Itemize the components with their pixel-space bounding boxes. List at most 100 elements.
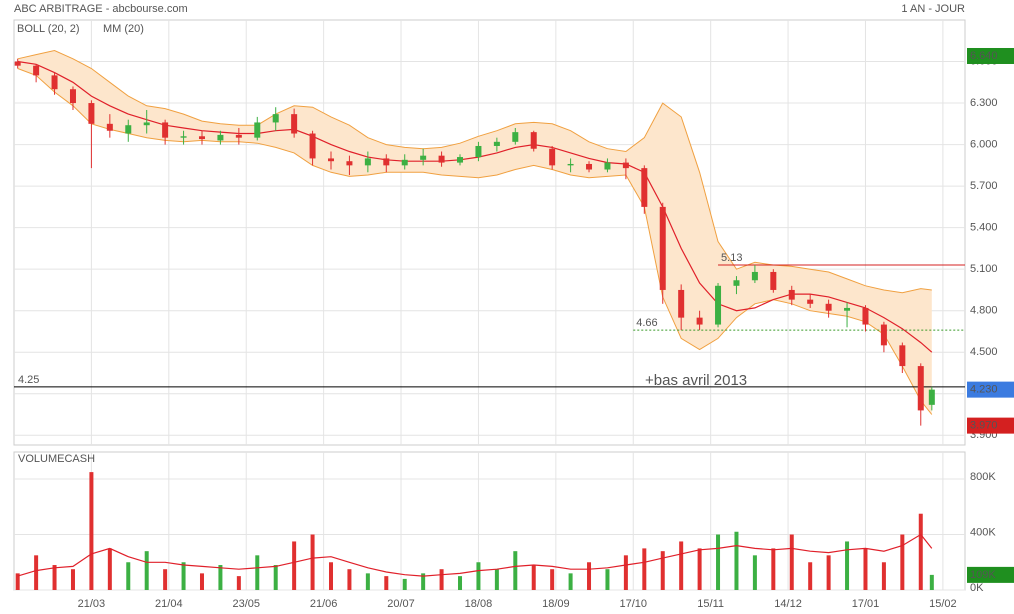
volume-bar [808,562,813,590]
volume-bar [126,562,131,590]
candle-body [420,155,427,160]
volume-bar [70,569,75,590]
volume-bar [365,573,370,590]
volume-bar [347,569,352,590]
bollinger-lower [17,68,933,415]
candle-body [328,158,334,162]
candle-body [180,136,187,138]
legend-entry: BOLL (20, 2) [17,23,80,35]
last-value-label: 109K [970,569,996,581]
y-tick-label: 4.800 [970,305,998,317]
volume-bar [34,555,39,590]
volume-bar [494,569,499,590]
volume-bar [439,569,444,590]
candle-body [899,345,906,367]
volume-bar [218,565,223,590]
candle-body [493,141,500,146]
volume-bar [660,551,665,590]
candle-body [217,134,224,141]
x-tick-label: 18/08 [465,598,493,610]
candle-body [291,114,298,134]
horizontal-line-label: 5.13 [721,252,742,264]
volume-bar [15,573,20,590]
candle-body [678,289,685,318]
candle-body [364,158,371,166]
volume-bar [900,534,905,590]
candle-body [659,206,666,290]
candle-body [125,125,132,134]
period: 1 AN - JOUR [901,3,965,15]
candle-body [604,162,611,170]
volume-bar [605,569,610,590]
candle-body [844,307,851,311]
volume-bar [163,569,168,590]
volume-bar [716,534,721,590]
y-tick-label: 800K [970,471,996,483]
volume-bar [458,576,463,590]
candle-body [622,162,629,169]
volume-bar [236,576,241,590]
candle-body [457,157,464,163]
candle-body [346,161,353,166]
volume-bar [734,531,739,590]
bollinger-fill [17,50,932,415]
volume-bar [568,573,573,590]
y-tick-label: 6.000 [970,138,998,150]
candle-body [438,155,445,163]
candle-body [586,163,593,170]
candle-body [770,271,777,290]
y-tick-label: 6.300 [970,97,998,109]
y-tick-label: 0K [970,582,984,594]
candle-body [917,366,924,411]
volume-bar [918,513,923,590]
volume-bar [402,578,407,590]
volume-bar [697,548,702,590]
x-tick-label: 21/03 [78,598,106,610]
candle-body [162,122,169,138]
volume-bar [292,541,297,590]
x-tick-label: 20/07 [387,598,415,610]
candle-body [880,324,887,346]
volume-bar [845,541,850,590]
x-tick-label: 15/11 [697,598,724,610]
x-tick-label: 21/06 [310,598,338,610]
x-tick-label: 18/09 [542,598,570,610]
candle-body [475,145,482,158]
candle-body [198,136,205,140]
candle-body [14,61,21,66]
volume-bar [107,548,112,590]
volume-bar [587,562,592,590]
candle-body [715,285,722,325]
y-tick-label: 5.400 [970,222,998,234]
candle-body [530,132,537,149]
candle-body [512,132,519,142]
price-label-box [967,47,1014,64]
volume-bar [826,555,831,590]
y-tick-label: 400K [970,526,996,538]
candle-body [309,133,316,159]
candle-body [143,122,150,126]
volume-bar [421,573,426,590]
x-tick-label: 21/04 [155,598,183,610]
volume-average [17,533,933,577]
x-tick-label: 17/01 [852,598,880,610]
volume-bar [384,576,389,590]
horizontal-line-label: 4.66 [636,317,657,329]
y-tick-label: 5.700 [970,180,998,192]
volume-bar [863,548,868,590]
price-label-box [967,381,1014,398]
candle-body [788,289,795,300]
y-tick-label: 5.100 [970,263,998,275]
price-label: 6.640 [970,50,998,62]
volume-bar [273,565,278,590]
candle-body [254,122,261,138]
volume-bar [52,565,57,590]
candle-body [825,303,832,311]
last-value-box [967,566,1014,583]
bollinger-upper [17,49,932,294]
candle-body [641,168,648,207]
volume-bar [476,562,481,590]
price-panel [13,19,966,446]
candle-body [401,159,408,166]
